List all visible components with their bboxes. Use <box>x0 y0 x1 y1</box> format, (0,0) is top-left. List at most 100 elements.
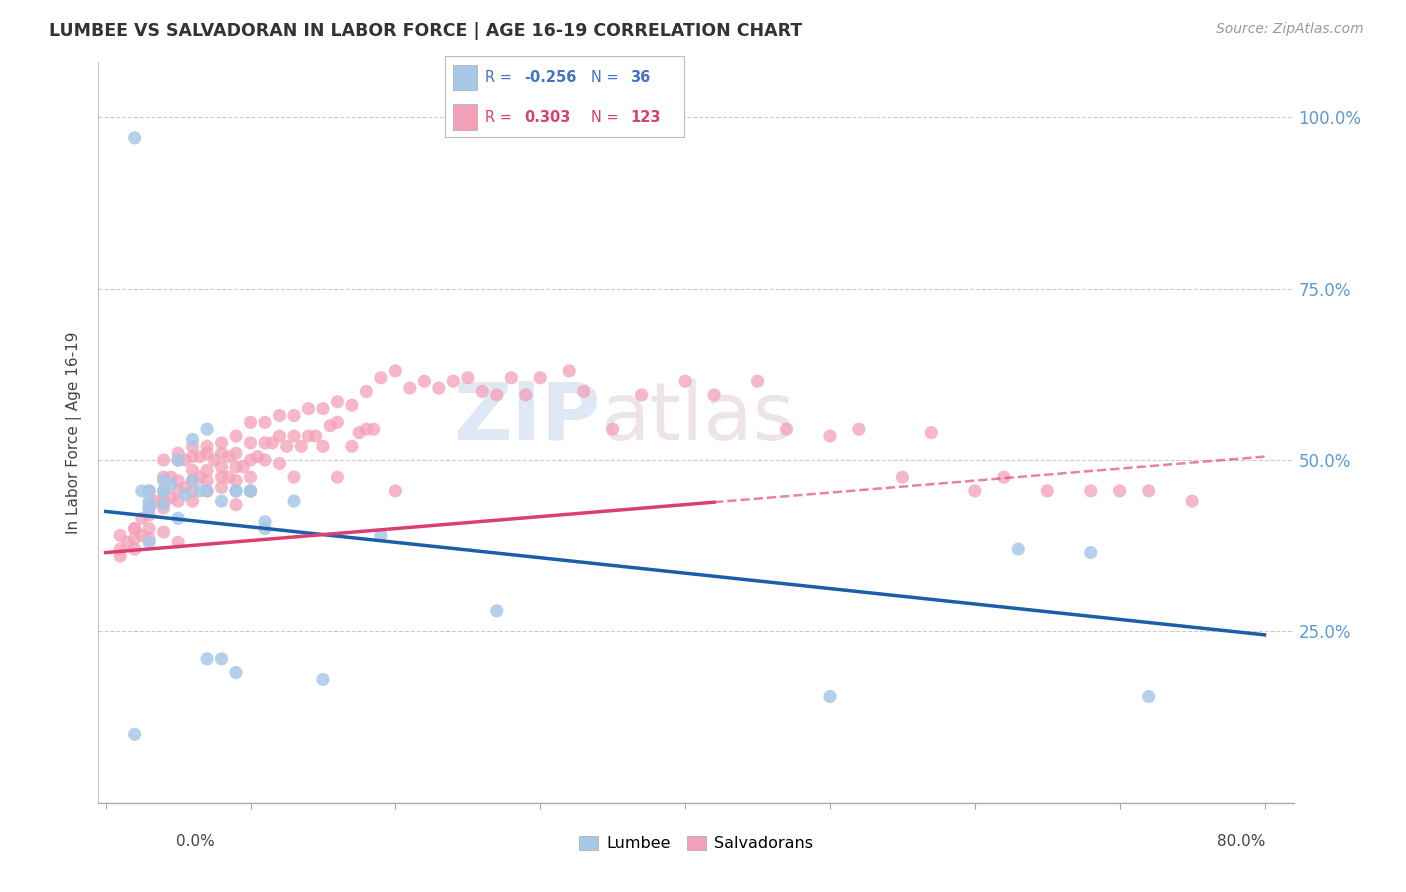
Point <box>356 422 378 436</box>
Point <box>239 483 262 498</box>
Point <box>485 604 508 618</box>
Point <box>269 457 291 471</box>
Point <box>167 474 190 488</box>
Point <box>152 501 174 516</box>
Point <box>384 483 406 498</box>
Point <box>920 425 942 440</box>
Point <box>239 453 262 467</box>
Point <box>138 483 160 498</box>
Point <box>340 439 363 453</box>
FancyBboxPatch shape <box>446 56 685 136</box>
FancyBboxPatch shape <box>453 104 478 130</box>
Point <box>283 494 305 508</box>
Point <box>211 494 233 508</box>
Point <box>188 483 211 498</box>
Point <box>602 422 624 436</box>
Point <box>253 522 276 536</box>
Point <box>181 483 204 498</box>
Point <box>124 522 146 536</box>
Point <box>253 515 276 529</box>
Point <box>174 453 197 467</box>
Point <box>1181 494 1204 508</box>
Point <box>441 374 464 388</box>
Point <box>195 446 218 460</box>
Point <box>239 483 262 498</box>
Point <box>211 480 233 494</box>
Point <box>188 450 211 464</box>
Text: R =: R = <box>485 70 516 85</box>
Point <box>225 459 247 474</box>
Point <box>138 532 160 546</box>
Point <box>529 371 551 385</box>
Point <box>818 429 841 443</box>
Point <box>174 487 197 501</box>
Point <box>138 494 160 508</box>
Point <box>384 364 406 378</box>
Point <box>211 470 233 484</box>
Point <box>253 415 276 429</box>
Point <box>211 446 233 460</box>
Y-axis label: In Labor Force | Age 16-19: In Labor Force | Age 16-19 <box>66 331 83 534</box>
Point <box>515 388 537 402</box>
Point <box>124 542 146 557</box>
Point <box>283 409 305 423</box>
Point <box>775 422 797 436</box>
Point <box>326 470 349 484</box>
Point <box>124 727 146 741</box>
Point <box>167 494 190 508</box>
Point <box>485 388 508 402</box>
Point <box>131 528 153 542</box>
Point <box>239 470 262 484</box>
Legend: Lumbee, Salvadorans: Lumbee, Salvadorans <box>572 830 820 858</box>
Point <box>239 436 262 450</box>
Point <box>152 483 174 498</box>
Point <box>239 483 262 498</box>
Point <box>297 401 319 416</box>
Point <box>225 429 247 443</box>
Point <box>152 498 174 512</box>
Text: LUMBEE VS SALVADORAN IN LABOR FORCE | AGE 16-19 CORRELATION CHART: LUMBEE VS SALVADORAN IN LABOR FORCE | AG… <box>49 22 803 40</box>
Point <box>181 433 204 447</box>
Point <box>195 474 218 488</box>
Text: R =: R = <box>485 110 516 125</box>
Point <box>160 491 183 505</box>
Text: atlas: atlas <box>600 379 794 457</box>
Point <box>181 474 204 488</box>
Point <box>370 528 392 542</box>
Point <box>167 483 190 498</box>
Point <box>152 483 174 498</box>
Point <box>225 483 247 498</box>
Text: N =: N = <box>591 70 623 85</box>
Point <box>218 450 240 464</box>
Point <box>225 483 247 498</box>
Point <box>1080 545 1102 559</box>
Point <box>138 483 160 498</box>
Point <box>225 474 247 488</box>
Text: 0.0%: 0.0% <box>176 834 215 849</box>
Point <box>124 532 146 546</box>
Point <box>160 477 183 491</box>
Point <box>232 459 254 474</box>
Point <box>124 131 146 145</box>
Point <box>167 453 190 467</box>
Point <box>108 542 131 557</box>
Point <box>211 459 233 474</box>
Point <box>326 394 349 409</box>
Point <box>1137 690 1160 704</box>
Point <box>1108 483 1130 498</box>
Point <box>195 439 218 453</box>
Point <box>211 652 233 666</box>
Point <box>225 665 247 680</box>
Point <box>181 474 204 488</box>
Point <box>253 436 276 450</box>
Text: N =: N = <box>591 110 623 125</box>
Point <box>138 522 160 536</box>
Point <box>1137 483 1160 498</box>
Point <box>246 450 269 464</box>
Point <box>269 409 291 423</box>
Point <box>160 470 183 484</box>
Point <box>269 429 291 443</box>
Point <box>399 381 422 395</box>
Point <box>848 422 870 436</box>
Point <box>117 535 139 549</box>
